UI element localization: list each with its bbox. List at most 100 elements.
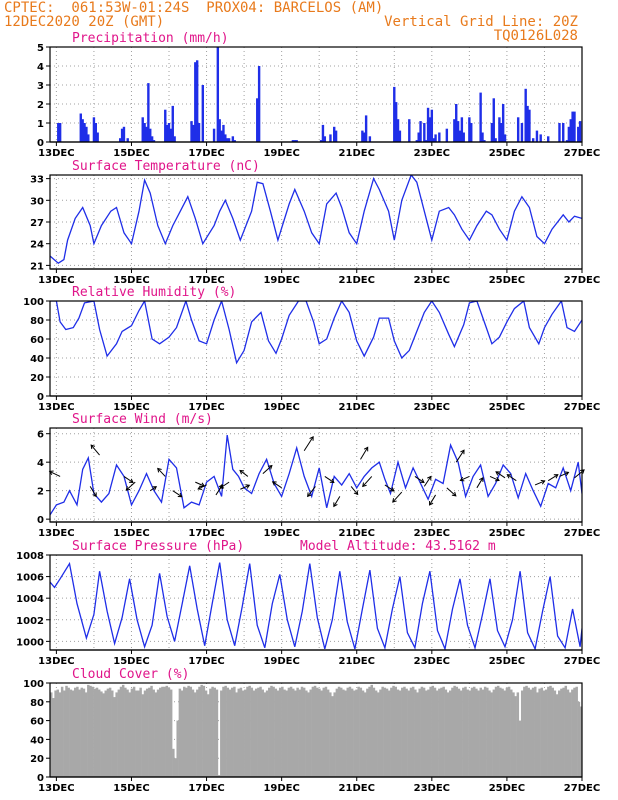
cloud-bar — [512, 692, 515, 777]
surface-pressure-xtick-label: 15DEC — [113, 656, 149, 667]
header-grid-note: Vertical Grid Line: 20Z — [384, 14, 578, 30]
cloud-bar — [228, 689, 232, 777]
cloud-cover-title: Cloud Cover (%) — [72, 667, 189, 682]
cloud-bar — [357, 686, 360, 777]
cloud-bar — [270, 685, 273, 777]
precip-bar — [368, 136, 372, 142]
cloud-bar — [97, 689, 101, 777]
precip-bar — [167, 123, 171, 142]
precipitation-title: Precipitation (mm/h) — [72, 31, 229, 46]
cloud-bar — [409, 687, 413, 777]
precip-bar — [490, 123, 494, 142]
surface-temperature-xtick-label: 13DEC — [38, 275, 74, 286]
surface-wind-xtick-label: 19DEC — [263, 528, 299, 539]
cloud-bar — [324, 686, 328, 777]
precip-bar — [398, 130, 402, 142]
wind-arrow-head — [540, 479, 546, 485]
wind-arrow-head — [389, 487, 395, 492]
cloud-bar — [263, 692, 267, 777]
surface-pressure-line — [50, 561, 582, 650]
surface-temperature-line — [50, 175, 582, 265]
precip-bar — [141, 117, 144, 142]
cloud-bar — [523, 686, 526, 777]
cloud-bar — [418, 688, 421, 777]
cloud-bar — [76, 686, 79, 777]
cloud-bar — [372, 687, 376, 777]
relative-humidity-line — [50, 301, 582, 365]
cloud-bar — [442, 686, 445, 777]
precip-bar — [94, 123, 98, 142]
precip-bar — [468, 117, 471, 142]
precip-bar — [424, 140, 428, 142]
cloud-bar — [283, 689, 286, 777]
surface-pressure-ytick-label: 1000 — [16, 637, 44, 648]
surface-temperature-ytick-label: 27 — [30, 218, 44, 229]
cloud-bar — [261, 689, 264, 777]
cloud-bar — [137, 690, 140, 777]
precip-bar — [218, 119, 221, 142]
surface-wind-line — [50, 434, 582, 516]
cloud-cover-xtick-label: 17DEC — [188, 783, 224, 794]
wind-arrow — [489, 475, 500, 481]
cloud-bar — [63, 690, 66, 777]
cloud-bar — [411, 686, 415, 777]
wind-arrow — [240, 484, 250, 490]
precip-bar — [152, 140, 156, 142]
precip-bar — [212, 128, 216, 142]
cloud-bar — [145, 688, 149, 777]
cloud-bar — [289, 686, 293, 777]
wind-arrow-head — [392, 498, 397, 503]
precip-bar — [120, 128, 124, 142]
wind-arrow — [215, 484, 223, 496]
precip-bar — [428, 117, 432, 142]
wind-arrow-head — [506, 474, 512, 479]
cloud-bar — [503, 690, 506, 777]
cloud-bar — [560, 688, 563, 777]
cloud-bar — [50, 692, 53, 777]
cloud-bar — [429, 686, 432, 777]
cloud-bar — [457, 688, 461, 777]
cloud-bar — [520, 690, 524, 777]
wind-arrow-head — [329, 478, 335, 483]
cloud-bar — [89, 685, 92, 777]
surface-wind-frame — [49, 427, 583, 523]
cloud-bar — [165, 685, 169, 777]
cloud-cover-ytick-label: 20 — [30, 754, 44, 765]
cloud-bar — [440, 687, 443, 777]
cloud-bar — [540, 687, 544, 777]
precip-bar — [321, 124, 325, 142]
precip-bar — [169, 128, 173, 142]
cloud-bar — [220, 690, 223, 777]
cloud-bar — [198, 686, 201, 777]
cloud-bar — [300, 686, 304, 777]
surface-temperature-xtick-label: 15DEC — [113, 275, 149, 286]
precipitation-ytick-label: 5 — [37, 43, 44, 54]
wind-arrow — [90, 444, 100, 456]
precip-bar — [501, 104, 505, 142]
cloud-bar — [287, 687, 291, 777]
cloud-bar — [141, 694, 145, 777]
cloud-bar — [536, 692, 539, 777]
surface-pressure-xtick-label: 21DEC — [339, 656, 375, 667]
cloud-bar — [403, 686, 406, 777]
surface-pressure-ytick-label: 1008 — [16, 551, 44, 562]
cloud-bar — [108, 687, 112, 777]
cloud-bar — [488, 690, 491, 777]
wind-arrow-head — [353, 490, 359, 496]
cloud-bar — [285, 690, 288, 777]
cloud-bar — [56, 689, 60, 777]
precipitation-xtick-label: 21DEC — [339, 148, 375, 159]
cloud-bar — [95, 687, 99, 777]
precip-bar — [434, 134, 437, 142]
wind-arrow-head — [429, 500, 434, 506]
precip-bar — [417, 132, 420, 142]
wind-arrow — [262, 465, 273, 474]
relative-humidity-ytick-label: 0 — [37, 392, 44, 403]
precip-bar — [394, 102, 398, 142]
cloud-bar — [383, 687, 387, 777]
header-datetime: 12DEC2020 20Z (GMT) — [4, 14, 165, 30]
cloud-bar — [333, 692, 336, 777]
wind-arrow-head — [479, 476, 484, 482]
cloud-bar — [230, 687, 234, 777]
precip-bar — [460, 117, 464, 142]
